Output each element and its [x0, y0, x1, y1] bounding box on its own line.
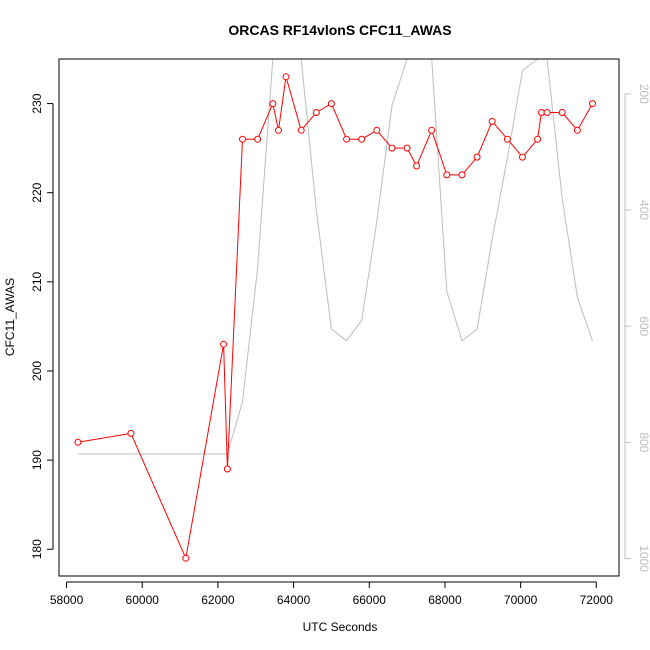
- data-point: [537, 109, 545, 116]
- x-tick-label: 58000: [50, 593, 84, 607]
- x-tick-label: 68000: [428, 593, 462, 607]
- data-point: [74, 438, 82, 446]
- data-point: [254, 135, 262, 143]
- y-axis-label: CFC11_AWAS: [3, 278, 17, 356]
- x-axis-label: UTC Seconds: [303, 620, 378, 634]
- x-tick-label: 64000: [277, 593, 311, 607]
- y-tick-label: 230: [30, 93, 44, 113]
- data-point: [503, 135, 511, 143]
- chart-title: ORCAS RF14vlonS CFC11_AWAS: [228, 22, 451, 38]
- data-point: [519, 153, 526, 161]
- data-point: [127, 429, 135, 437]
- x-tick-label: 66000: [353, 593, 387, 607]
- data-point: [458, 171, 466, 179]
- y2-tick-label: 200: [637, 84, 650, 104]
- plot-area: 58000 60000 62000 64000 66000 68000 70000 72000…: [30, 58, 650, 607]
- y2-tick-label: 400: [637, 200, 650, 220]
- data-point: [443, 171, 451, 179]
- data-point: [282, 73, 290, 81]
- data-point: [343, 135, 351, 143]
- y-tick-label: 180: [30, 539, 44, 559]
- data-point: [239, 135, 246, 143]
- data-point: [312, 109, 320, 116]
- data-point: [413, 162, 421, 170]
- data-point: [373, 126, 381, 134]
- data-point: [428, 126, 436, 134]
- data-point: [182, 554, 190, 562]
- data-point: [589, 100, 596, 108]
- data-point: [388, 144, 396, 152]
- primary-series-line: [77, 76, 593, 560]
- data-point: [327, 100, 335, 108]
- data-point: [543, 109, 551, 116]
- y2-tick-label: 1000: [637, 545, 650, 572]
- data-point: [488, 117, 496, 125]
- y-tick-label: 210: [30, 272, 44, 292]
- secondary-series-line: [77, 59, 593, 455]
- data-point: [403, 144, 411, 152]
- data-point: [275, 126, 282, 134]
- data-point: [534, 135, 542, 143]
- y-tick-label: 220: [30, 182, 44, 202]
- data-point: [473, 153, 481, 161]
- data-point: [269, 100, 277, 108]
- x-tick-label: 70000: [504, 593, 538, 607]
- y-tick-label: 200: [30, 361, 44, 381]
- plot-frame: [58, 58, 620, 577]
- y2-tick-label: 800: [637, 432, 650, 452]
- data-point: [558, 109, 566, 116]
- y2-tick-label: 600: [637, 316, 650, 336]
- data-point: [223, 465, 231, 473]
- data-point: [358, 135, 366, 143]
- data-point: [573, 126, 581, 134]
- x-tick-label: 72000: [580, 593, 614, 607]
- x-tick-label: 60000: [126, 593, 160, 607]
- x-tick-label: 62000: [201, 593, 235, 607]
- data-point: [220, 340, 228, 348]
- data-point: [297, 126, 305, 134]
- y-tick-label: 190: [30, 450, 44, 470]
